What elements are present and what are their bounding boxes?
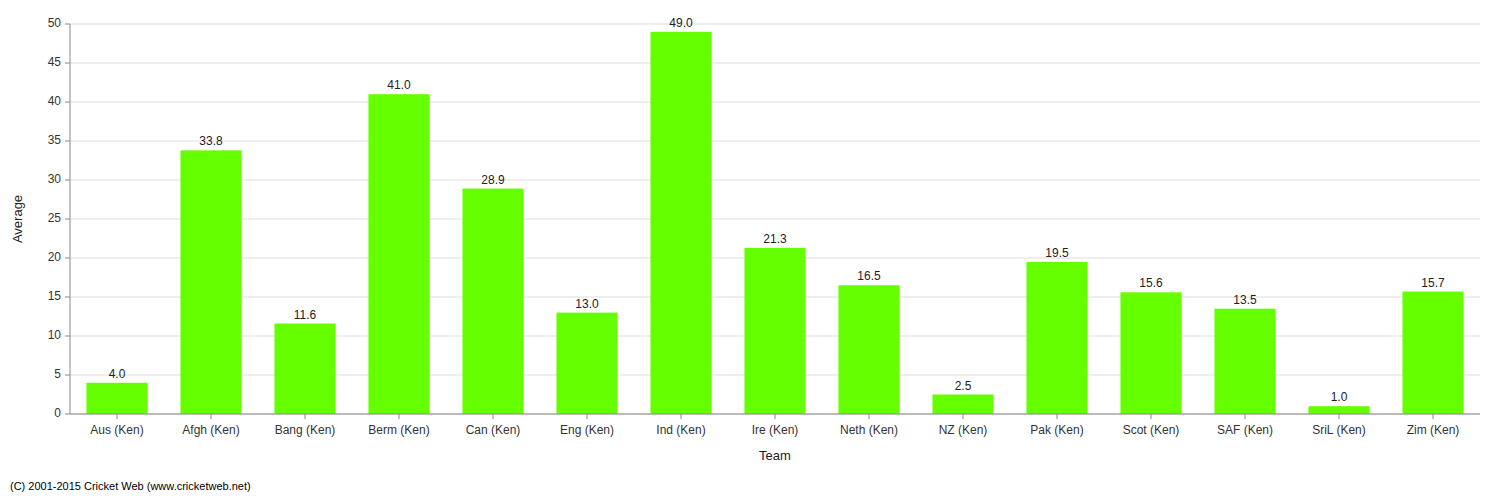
y-tick-label: 45 xyxy=(48,55,62,69)
bar xyxy=(1214,309,1275,414)
y-tick-label: 25 xyxy=(48,211,62,225)
bar xyxy=(180,150,241,414)
data-label: 28.9 xyxy=(481,173,505,187)
y-tick xyxy=(65,102,70,103)
data-label: 19.5 xyxy=(1045,246,1069,260)
x-tick xyxy=(869,414,870,419)
y-tick xyxy=(65,180,70,181)
data-label: 15.7 xyxy=(1421,276,1445,290)
y-tick-label: 35 xyxy=(48,133,62,147)
bar xyxy=(86,383,147,414)
grid-line xyxy=(70,141,1480,142)
x-tick-label: Eng (Ken) xyxy=(560,423,614,437)
data-label: 2.5 xyxy=(955,379,972,393)
x-tick xyxy=(211,414,212,419)
bar xyxy=(1402,292,1463,414)
y-tick xyxy=(65,258,70,259)
x-tick xyxy=(963,414,964,419)
bar xyxy=(368,94,429,414)
data-label: 41.0 xyxy=(387,78,411,92)
bar xyxy=(1308,406,1369,414)
x-tick-label: Berm (Ken) xyxy=(368,423,429,437)
x-tick-label: SriL (Ken) xyxy=(1312,423,1366,437)
bars xyxy=(86,32,1463,414)
grid-line xyxy=(70,180,1480,181)
bar xyxy=(744,248,805,414)
bar xyxy=(932,395,993,415)
data-labels: 4.0 33.8 11.6 41.0 28.9 13.0 49.0 21.3 16.5 2.5 19… xyxy=(109,16,1445,404)
x-tick xyxy=(1339,414,1340,419)
x-tick-label: Bang (Ken) xyxy=(275,423,336,437)
bar xyxy=(650,32,711,414)
x-tick-label: Scot (Ken) xyxy=(1123,423,1180,437)
y-tick-label: 0 xyxy=(54,406,61,420)
chart-container: 0 5 10 15 20 25 30 35 40 45 50 4.0 33.8 11.6 41.0 28.9 1… xyxy=(0,0,1500,500)
data-label: 13.0 xyxy=(575,297,599,311)
x-tick-label: Neth (Ken) xyxy=(840,423,898,437)
data-label: 21.3 xyxy=(763,232,787,246)
x-tick xyxy=(681,414,682,419)
x-axis-title: Team xyxy=(759,448,791,463)
x-tick xyxy=(1245,414,1246,419)
data-label: 49.0 xyxy=(669,16,693,30)
x-tick xyxy=(493,414,494,419)
x-axis: Aus (Ken) Afgh (Ken) Bang (Ken) Berm (Ken) C… xyxy=(70,414,1480,437)
y-tick-label: 30 xyxy=(48,172,62,186)
bar xyxy=(1120,292,1181,414)
grid-line xyxy=(70,102,1480,103)
y-tick-label: 40 xyxy=(48,94,62,108)
grid-line xyxy=(70,24,1480,25)
bar xyxy=(462,189,523,414)
y-tick-label: 20 xyxy=(48,250,62,264)
data-label: 4.0 xyxy=(109,367,126,381)
x-tick-label: Ire (Ken) xyxy=(752,423,799,437)
y-tick-label: 10 xyxy=(48,328,62,342)
y-tick xyxy=(65,63,70,64)
y-tick xyxy=(65,375,70,376)
x-tick-label: Zim (Ken) xyxy=(1407,423,1460,437)
grid-line xyxy=(70,63,1480,64)
x-tick xyxy=(1433,414,1434,419)
x-tick-label: Ind (Ken) xyxy=(656,423,705,437)
y-tick xyxy=(65,24,70,25)
chart: 0 5 10 15 20 25 30 35 40 45 50 4.0 33.8 11.6 41.0 28.9 1… xyxy=(0,0,1500,500)
y-tick xyxy=(65,219,70,220)
y-axis: 0 5 10 15 20 25 30 35 40 45 50 xyxy=(48,16,70,420)
bar xyxy=(1026,262,1087,414)
bar xyxy=(838,285,899,414)
y-tick xyxy=(65,297,70,298)
y-tick-label: 5 xyxy=(54,367,61,381)
data-label: 15.6 xyxy=(1139,276,1163,290)
data-label: 11.6 xyxy=(294,308,317,322)
x-tick-label: Aus (Ken) xyxy=(90,423,143,437)
data-label: 33.8 xyxy=(199,134,223,148)
y-tick-label: 50 xyxy=(48,16,62,30)
x-tick-label: NZ (Ken) xyxy=(939,423,988,437)
x-tick xyxy=(587,414,588,419)
y-axis-title: Average xyxy=(10,195,25,243)
x-tick-label: SAF (Ken) xyxy=(1217,423,1273,437)
grid-line xyxy=(70,219,1480,220)
x-tick xyxy=(1057,414,1058,419)
grid xyxy=(70,24,1480,414)
x-tick-label: Pak (Ken) xyxy=(1030,423,1083,437)
x-tick xyxy=(305,414,306,419)
footnote: (C) 2001-2015 Cricket Web (www.cricketwe… xyxy=(10,480,251,492)
y-axis-line xyxy=(70,24,71,414)
x-tick-label: Afgh (Ken) xyxy=(182,423,239,437)
data-label: 16.5 xyxy=(857,269,881,283)
x-tick-label: Can (Ken) xyxy=(466,423,521,437)
y-tick xyxy=(65,414,70,415)
x-tick xyxy=(775,414,776,419)
x-tick xyxy=(117,414,118,419)
data-label: 1.0 xyxy=(1331,390,1348,404)
x-tick xyxy=(1151,414,1152,419)
data-label: 13.5 xyxy=(1233,293,1257,307)
y-tick xyxy=(65,141,70,142)
bar xyxy=(274,324,335,414)
y-tick xyxy=(65,336,70,337)
x-tick xyxy=(399,414,400,419)
bar xyxy=(556,313,617,414)
y-tick-label: 15 xyxy=(48,289,62,303)
